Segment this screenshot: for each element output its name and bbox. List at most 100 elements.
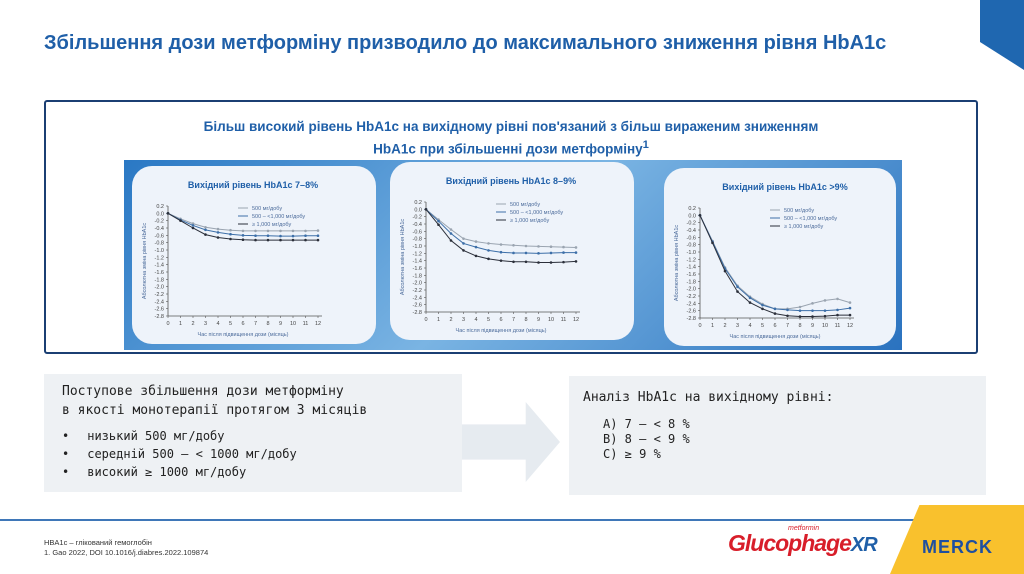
data-point: [241, 238, 245, 242]
data-point: [773, 307, 777, 311]
data-point: [798, 305, 802, 309]
y-tick-label: -1.4: [413, 259, 422, 265]
y-tick-label: -0.2: [687, 221, 696, 227]
y-tick-label: -2.4: [413, 295, 422, 301]
data-point: [449, 228, 453, 231]
legend-label: 500 – <1,000 мг/добу: [784, 216, 837, 222]
data-point: [512, 251, 515, 255]
y-tick-label: -2.0: [413, 281, 422, 287]
y-tick-label: -2.8: [413, 310, 422, 316]
data-point: [266, 234, 270, 237]
data-point: [304, 238, 307, 242]
data-point: [836, 313, 839, 317]
data-point: [279, 234, 282, 238]
x-tick-label: 5: [487, 317, 490, 323]
reference: 1. Gao 2022, DOI 10.1016/j.diabres.2022.…: [44, 548, 209, 557]
data-point: [798, 309, 802, 312]
y-tick-label: -0.4: [687, 228, 696, 234]
data-point: [836, 297, 839, 301]
data-point: [499, 250, 503, 254]
data-point: [748, 301, 752, 304]
x-tick-label: 10: [290, 321, 296, 327]
data-point: [524, 260, 528, 264]
section-subtitle: Більш високий рівень HbA1c на вихідному …: [46, 118, 976, 159]
x-tick-label: 4: [474, 317, 477, 323]
data-point: [254, 234, 257, 237]
heading-line: Поступове збільшення дози метформіну: [62, 384, 344, 399]
x-tick-label: 3: [462, 317, 465, 323]
data-point: [229, 237, 232, 241]
chart-card: Вихідний рівень HbA1c 7–8% 0.2 0.0 -0.2 -0.4…: [132, 166, 376, 344]
data-point: [279, 238, 282, 242]
x-tick-label: 9: [537, 317, 540, 323]
data-point: [449, 239, 453, 242]
analysis-box: Аналіз HbA1c на вихідному рівні: A) 7 – …: [569, 376, 986, 495]
y-tick-label: -1.8: [413, 273, 422, 279]
data-point: [562, 260, 565, 264]
data-point: [204, 233, 207, 236]
data-point: [304, 229, 307, 233]
list-item: середній 500 – < 1000 мг/добу: [62, 445, 444, 463]
dosing-box: Поступове збільшення дози метформіну в як…: [44, 374, 462, 492]
merck-logo: MERCK: [922, 537, 993, 557]
subtitle-line: HbA1c при збільшенні дози метформіну: [373, 141, 643, 157]
x-axis-label: Час після підвищення дози (місяць): [198, 332, 289, 338]
data-point: [711, 241, 714, 245]
list-item: C) ≥ 9 %: [603, 447, 661, 461]
data-point: [549, 261, 553, 264]
data-point: [512, 260, 515, 264]
x-tick-label: 9: [279, 321, 282, 327]
data-point: [499, 259, 503, 262]
chart-title: Вихідний рівень HbA1c >9%: [722, 182, 847, 192]
data-point: [499, 243, 503, 246]
legend-label: 500 – <1,000 мг/добу: [252, 214, 305, 220]
x-tick-label: 9: [811, 323, 814, 329]
x-tick-label: 0: [166, 321, 169, 327]
data-point: [279, 229, 282, 233]
y-tick-label: -0.6: [155, 233, 164, 239]
dosing-heading: Поступове збільшення дози метформіну в як…: [62, 382, 444, 420]
list-item: низький 500 мг/добу: [62, 427, 444, 445]
arrow-right-icon: [462, 402, 560, 482]
data-point: [487, 242, 490, 245]
chart-card: Вихідний рівень HbA1c 8–9% 0.2 0.0 -0.2 -0.4…: [390, 162, 634, 340]
y-tick-label: -1.2: [687, 257, 696, 263]
legend-label: 500 мг/добу: [510, 202, 540, 208]
data-point: [848, 301, 852, 304]
data-point: [524, 251, 528, 255]
x-tick-label: 11: [303, 321, 309, 327]
data-point: [736, 285, 739, 289]
data-point: [437, 223, 440, 227]
x-tick-label: 6: [499, 317, 502, 323]
y-tick-label: -2.6: [155, 307, 164, 313]
y-tick-label: -2.0: [155, 285, 164, 291]
y-tick-label: 0.0: [156, 211, 164, 217]
data-point: [474, 254, 478, 258]
data-point: [229, 232, 232, 236]
y-tick-label: -1.6: [687, 272, 696, 278]
x-tick-label: 0: [698, 323, 701, 329]
data-point: [449, 232, 453, 235]
x-tick-label: 8: [798, 323, 801, 329]
data-point: [574, 251, 578, 254]
data-point: [574, 246, 578, 249]
x-tick-label: 11: [835, 323, 841, 329]
data-point: [773, 312, 777, 315]
data-point: [836, 308, 839, 312]
y-tick-label: -0.6: [413, 229, 422, 235]
data-point: [761, 303, 764, 307]
x-tick-label: 2: [449, 317, 452, 323]
data-point: [487, 257, 490, 261]
legend-label: ≥ 1,000 мг/добу: [252, 222, 291, 228]
y-tick-label: 0.2: [688, 206, 696, 212]
footnote-ref: 1: [642, 139, 649, 151]
list-item: B) 8 – < 9 %: [603, 432, 690, 446]
analysis-heading: Аналіз HbA1c на вихідному рівні:: [583, 390, 834, 405]
data-point: [241, 234, 245, 237]
data-point: [562, 251, 565, 254]
data-point: [204, 228, 207, 232]
x-tick-label: 12: [573, 317, 579, 323]
y-tick-label: -1.0: [687, 250, 696, 256]
y-tick-label: -2.0: [687, 287, 696, 293]
series-line: [699, 215, 851, 312]
